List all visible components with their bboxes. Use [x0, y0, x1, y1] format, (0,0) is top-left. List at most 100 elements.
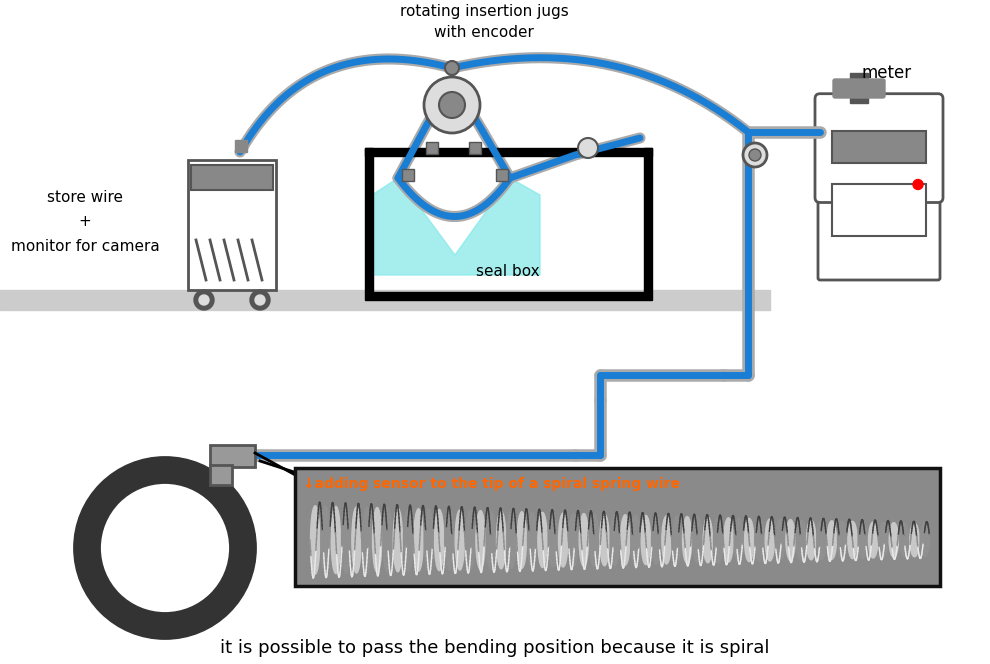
Ellipse shape	[548, 513, 557, 567]
FancyBboxPatch shape	[815, 94, 943, 203]
Bar	[820, 173, 938, 278]
Ellipse shape	[517, 512, 527, 568]
Ellipse shape	[662, 516, 671, 564]
Circle shape	[913, 179, 923, 189]
Ellipse shape	[672, 517, 681, 564]
Ellipse shape	[868, 522, 878, 558]
Ellipse shape	[775, 519, 785, 560]
Ellipse shape	[558, 513, 568, 567]
Ellipse shape	[589, 514, 599, 566]
Ellipse shape	[507, 511, 516, 568]
Bar	[0, 290, 770, 310]
Bar	[365, 292, 652, 300]
Circle shape	[749, 149, 761, 161]
Circle shape	[424, 77, 480, 133]
Bar	[469, 142, 481, 154]
Bar	[235, 140, 247, 152]
Ellipse shape	[828, 521, 837, 559]
Ellipse shape	[351, 507, 361, 573]
Ellipse shape	[610, 515, 620, 566]
Ellipse shape	[528, 512, 537, 568]
Ellipse shape	[476, 511, 485, 570]
Ellipse shape	[735, 518, 743, 562]
Ellipse shape	[311, 506, 320, 574]
Bar	[210, 445, 255, 467]
Ellipse shape	[621, 515, 630, 565]
Circle shape	[194, 290, 214, 310]
Ellipse shape	[424, 509, 434, 571]
Ellipse shape	[693, 517, 702, 563]
Bar	[426, 142, 438, 154]
Text: ↓adding sensor to the tip of a spiral spring wire: ↓adding sensor to the tip of a spiral sp…	[303, 477, 680, 491]
Ellipse shape	[858, 522, 867, 558]
Ellipse shape	[651, 516, 660, 564]
FancyBboxPatch shape	[818, 171, 940, 280]
Text: store wire
+
monitor for camera: store wire + monitor for camera	[11, 190, 159, 254]
Bar	[496, 169, 508, 181]
Ellipse shape	[879, 523, 888, 558]
Bar	[644, 148, 652, 292]
Ellipse shape	[889, 523, 899, 557]
Ellipse shape	[838, 521, 846, 559]
Ellipse shape	[765, 519, 774, 561]
Ellipse shape	[362, 507, 371, 572]
Bar	[402, 169, 414, 181]
Ellipse shape	[642, 515, 650, 564]
FancyBboxPatch shape	[833, 79, 885, 98]
Circle shape	[250, 290, 270, 310]
Ellipse shape	[579, 513, 588, 566]
Bar	[191, 165, 273, 190]
Ellipse shape	[600, 514, 609, 566]
Circle shape	[743, 143, 767, 167]
Bar	[210, 465, 232, 485]
Ellipse shape	[786, 520, 795, 560]
Ellipse shape	[847, 521, 857, 558]
Ellipse shape	[817, 521, 826, 560]
Ellipse shape	[807, 520, 816, 560]
Ellipse shape	[703, 517, 713, 563]
Ellipse shape	[332, 507, 341, 574]
Circle shape	[255, 295, 265, 305]
Bar	[188, 160, 276, 290]
Circle shape	[199, 295, 209, 305]
Ellipse shape	[465, 511, 475, 570]
Ellipse shape	[414, 509, 423, 571]
Ellipse shape	[682, 517, 692, 563]
Ellipse shape	[631, 515, 641, 565]
Ellipse shape	[404, 509, 413, 572]
Text: rotating insertion jugs
with encoder: rotating insertion jugs with encoder	[400, 4, 568, 40]
Ellipse shape	[796, 520, 806, 560]
Ellipse shape	[920, 523, 930, 556]
Ellipse shape	[445, 510, 454, 570]
Ellipse shape	[900, 523, 909, 557]
Ellipse shape	[435, 509, 444, 570]
Text: it is possible to pass the bending position because it is spiral: it is possible to pass the bending posit…	[220, 639, 770, 657]
Text: seal box: seal box	[476, 264, 540, 280]
Bar	[365, 148, 652, 156]
Ellipse shape	[455, 510, 464, 570]
Bar	[295, 468, 940, 586]
Ellipse shape	[910, 523, 919, 557]
Ellipse shape	[744, 519, 753, 562]
Text: meter: meter	[862, 64, 912, 82]
Ellipse shape	[393, 508, 403, 572]
Ellipse shape	[321, 506, 330, 574]
Ellipse shape	[486, 511, 495, 569]
Ellipse shape	[342, 507, 350, 573]
Ellipse shape	[383, 508, 392, 572]
Bar	[832, 131, 926, 163]
Circle shape	[445, 61, 459, 75]
Bar	[365, 148, 373, 292]
Ellipse shape	[724, 518, 734, 562]
Circle shape	[578, 138, 598, 158]
Ellipse shape	[569, 513, 578, 566]
Circle shape	[439, 92, 465, 118]
Ellipse shape	[497, 511, 506, 569]
Bar	[832, 184, 926, 236]
Ellipse shape	[538, 513, 547, 568]
Ellipse shape	[372, 507, 382, 572]
Bar	[850, 73, 868, 103]
Polygon shape	[372, 178, 540, 275]
Ellipse shape	[714, 517, 723, 562]
Ellipse shape	[754, 519, 764, 561]
